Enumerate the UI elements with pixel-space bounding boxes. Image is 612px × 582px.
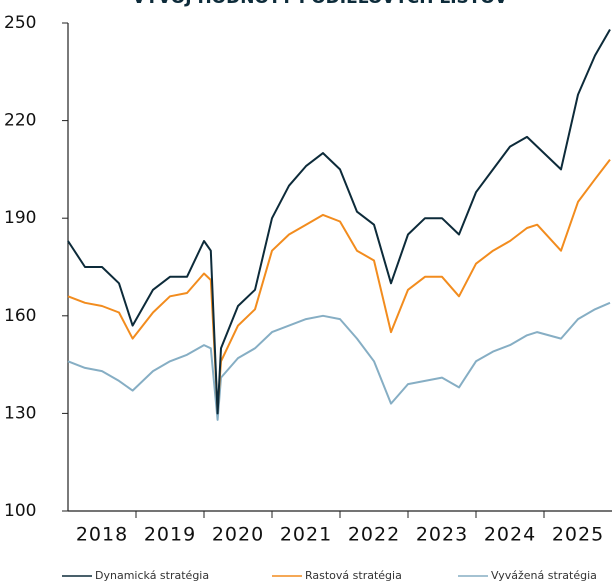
series-line [67, 29, 611, 415]
x-tick-label: 2021 [280, 524, 332, 546]
series-line [67, 301, 611, 421]
legend-label: Rastová stratégia [305, 569, 402, 582]
y-tick-label: 250 [4, 13, 36, 33]
series-line [67, 158, 611, 412]
legend-label: Vyvážená stratégia [491, 569, 597, 582]
x-tick-label: 2025 [552, 524, 604, 546]
x-tick-label: 2024 [484, 524, 536, 546]
legend-label: Dynamická stratégia [95, 569, 209, 582]
y-tick-label: 160 [4, 306, 36, 326]
x-tick-label: 2020 [212, 524, 264, 546]
x-tick-label: 2022 [348, 524, 400, 546]
y-tick-label: 130 [4, 403, 36, 423]
y-tick-label: 190 [4, 208, 36, 228]
x-tick-label: 2019 [144, 524, 196, 546]
chart-title: VÝVOJ HODNOTY PODIELOVÝCH LISTOV [132, 0, 508, 8]
y-tick-label: 100 [4, 501, 36, 521]
y-tick-label: 220 [4, 111, 36, 131]
x-tick-label: 2023 [416, 524, 468, 546]
x-tick-label: 2018 [76, 524, 128, 546]
